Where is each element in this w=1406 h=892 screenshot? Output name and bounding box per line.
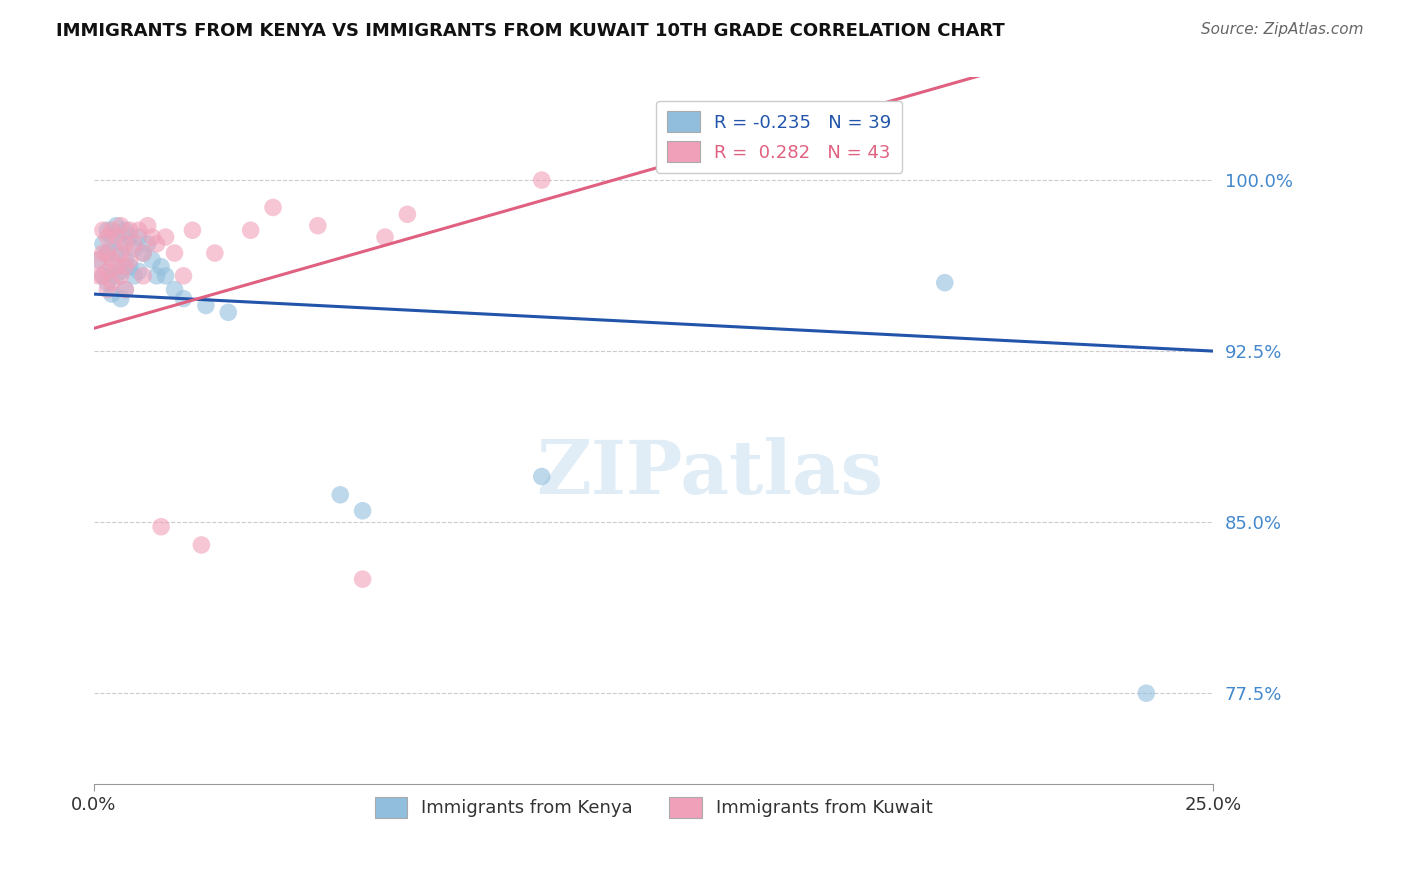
Point [1135,686,1157,700]
Point [204,246,226,260]
Point [190,538,212,552]
Point [110,292,132,306]
Point [114,223,136,237]
Point [118,223,141,237]
Point [118,230,141,244]
Point [96,264,118,278]
Point [122,268,145,283]
Point [105,230,128,244]
Point [132,268,155,283]
Point [122,242,145,256]
Point [101,287,124,301]
Point [145,236,167,251]
Point [114,236,136,251]
Point [110,236,132,251]
Point [96,283,118,297]
Point [118,252,141,267]
Point [194,298,217,312]
Point [155,230,177,244]
Point [91,268,114,283]
Point [87,268,110,283]
Point [96,246,118,260]
Point [141,230,163,244]
Point [262,201,284,215]
Point [96,276,118,290]
Point [163,246,186,260]
Point [352,572,374,586]
Point [96,246,118,260]
Point [374,230,396,244]
Point [101,252,124,267]
Point [239,223,262,237]
Point [105,268,128,283]
Point [181,223,204,237]
Point [396,207,419,221]
Point [91,223,114,237]
Point [122,236,145,251]
Point [530,173,553,187]
Point [128,230,150,244]
Point [145,268,167,283]
Point [91,268,114,283]
Point [114,283,136,297]
Point [173,292,195,306]
Point [150,260,173,274]
Point [91,236,114,251]
Point [105,219,128,233]
Point [87,252,110,267]
Point [934,276,956,290]
Point [136,236,159,251]
Point [114,283,136,297]
Point [128,223,150,237]
Point [114,260,136,274]
Point [101,230,124,244]
Point [136,219,159,233]
Point [155,268,177,283]
Text: ZIPatlas: ZIPatlas [536,437,883,510]
Point [163,283,186,297]
Point [110,219,132,233]
Point [96,223,118,237]
Point [114,252,136,267]
Point [87,252,110,267]
Legend: Immigrants from Kenya, Immigrants from Kuwait: Immigrants from Kenya, Immigrants from K… [367,789,941,825]
Point [128,264,150,278]
Point [132,246,155,260]
Point [118,260,141,274]
Point [329,488,352,502]
Text: IMMIGRANTS FROM KENYA VS IMMIGRANTS FROM KUWAIT 10TH GRADE CORRELATION CHART: IMMIGRANTS FROM KENYA VS IMMIGRANTS FROM… [56,22,1005,40]
Point [101,276,124,290]
Point [101,223,124,237]
Point [307,219,329,233]
Point [105,260,128,274]
Point [96,230,118,244]
Point [91,246,114,260]
Point [110,264,132,278]
Point [110,246,132,260]
Point [110,268,132,283]
Point [352,504,374,518]
Point [101,260,124,274]
Point [173,268,195,283]
Point [132,246,155,260]
Point [141,252,163,267]
Point [150,519,173,533]
Point [530,469,553,483]
Point [217,305,239,319]
Text: Source: ZipAtlas.com: Source: ZipAtlas.com [1201,22,1364,37]
Point [105,246,128,260]
